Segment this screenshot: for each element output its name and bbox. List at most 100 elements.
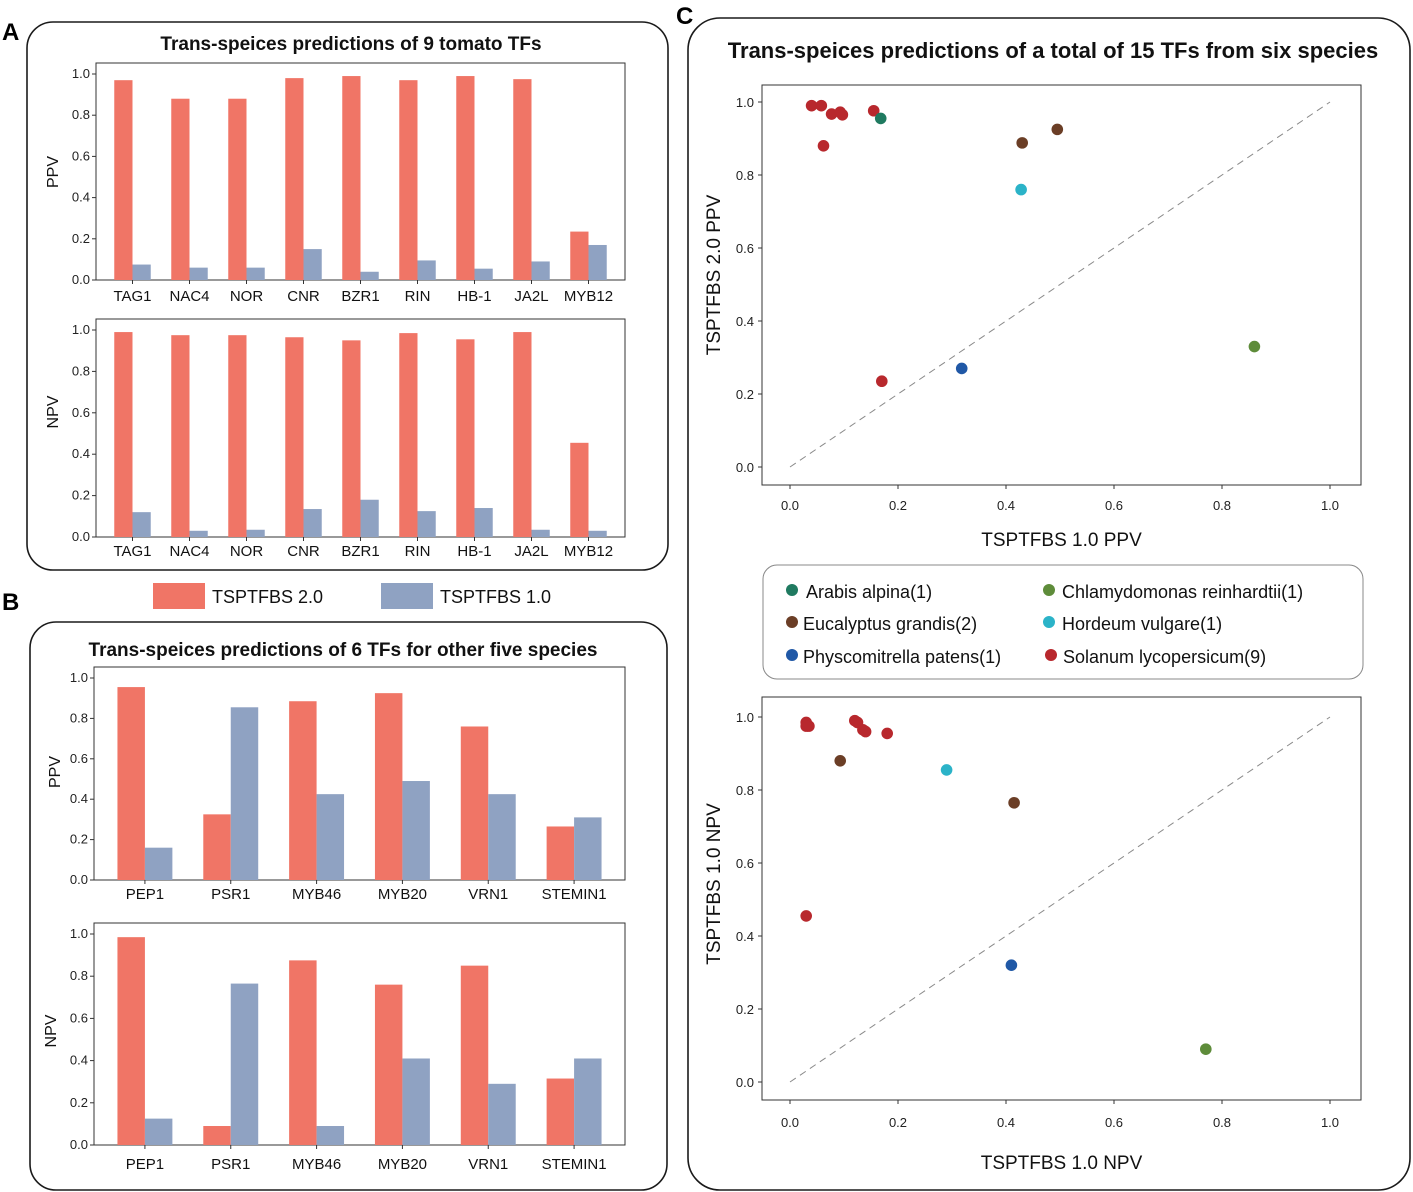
b-ppv-bar-v1 — [402, 781, 430, 880]
a-ppv-ytick-label: 0.6 — [72, 148, 90, 163]
a-ppv-bar-v2 — [171, 98, 190, 280]
c-ppv-xtick-label: 0.0 — [781, 498, 799, 513]
a-ppv-ytick-label: 1.0 — [72, 66, 90, 81]
a-npv-bar-v1 — [417, 511, 436, 537]
panel-a: A Trans-speices predictions of 9 tomato … — [2, 19, 669, 571]
c-npv-plot-frame — [761, 696, 1362, 1101]
b-npv-bar-v1 — [402, 1058, 430, 1145]
b-ppv-ytick-label: 0.6 — [70, 751, 88, 766]
a-ppv-category-label: CNR — [287, 288, 320, 305]
legend-swatch-v1 — [381, 583, 433, 609]
c-ppv-point-solanum — [867, 104, 880, 117]
c-npv-point-chlamydomonas — [1200, 1043, 1212, 1055]
a-ppv-category-label: HB-1 — [457, 288, 491, 305]
c-npv-xtick-label: 0.4 — [997, 1115, 1015, 1130]
a-ppv-bar-v1 — [246, 267, 265, 280]
b-ppv-bar-v2 — [203, 814, 231, 880]
legend-label-v1: TSPTFBS 1.0 — [440, 587, 551, 607]
c-npv-point-solanum — [800, 720, 812, 732]
c-ppv-point-solanum — [825, 108, 838, 120]
legend-label-arabis: Arabis alpina(1) — [806, 582, 932, 602]
c-npv-ylabel: TSPTFBS 1.0 NPV — [704, 803, 725, 965]
c-ppv-ylabel: TSPTFBS 2.0 PPV — [704, 194, 725, 355]
a-ppv-category-label: JA2L — [514, 288, 548, 305]
b-npv-ytick-label: 0.0 — [70, 1137, 88, 1152]
b-npv-category-label: MYB46 — [292, 1156, 341, 1173]
a-npv-category-label: BZR1 — [341, 543, 379, 560]
c-npv-point-eucalyptus — [834, 755, 847, 767]
b-ppv-plot-frame — [93, 666, 626, 881]
panel-a-title: Trans-speices predictions of 9 tomato TF… — [160, 34, 541, 55]
c-ppv-point-solanum — [817, 140, 830, 152]
a-ppv-category-label: BZR1 — [341, 288, 379, 305]
legend-marker-hordeum — [1043, 616, 1055, 628]
c-ppv-point-solanum — [876, 375, 888, 388]
a-npv-bar-v2 — [570, 442, 589, 537]
c-ppv-point-physcomitrella — [955, 362, 968, 375]
a-npv-ytick-label: 0.4 — [72, 446, 90, 461]
a-npv-category-label: MYB12 — [564, 543, 613, 560]
legend-marker-chlamydomonas — [1043, 584, 1055, 596]
b-npv-category-label: STEMIN1 — [542, 1156, 607, 1173]
legend-swatch-v2 — [153, 583, 205, 609]
panel-b-letter: B — [2, 589, 19, 616]
b-npv-bar-v1 — [316, 1126, 345, 1145]
chart-c-npv: 0.0 0.0 0.2 0.2 0.4 0.4 0.6 0.6 0.8 0.8 1.0 1.0 TSPT… — [704, 696, 1362, 1174]
b-npv-bar-v2 — [374, 984, 403, 1145]
a-ppv-category-label: NOR — [230, 288, 264, 305]
a-npv-bar-v1 — [588, 530, 607, 537]
c-npv-point-solanum — [800, 910, 812, 922]
panel-c: C Trans-speices predictions of a total o… — [676, 3, 1411, 1191]
b-ppv-ytick-label: 1.0 — [70, 670, 88, 685]
b-ppv-bar-v1 — [144, 847, 173, 880]
chart-b-ppv: 0.0 0.2 0.4 0.6 0.8 1.0 PPV PEP1 PSR1 MYB46 MYB20 V… — [47, 666, 626, 903]
b-npv-ylabel: NPV — [43, 1014, 60, 1047]
b-ppv-ytick-label: 0.4 — [70, 791, 88, 806]
a-ppv-category-label: MYB12 — [564, 288, 613, 305]
panel-b: B Trans-speices predictions of 6 TFs for… — [2, 589, 668, 1191]
a-ppv-bar-v1 — [189, 267, 208, 280]
b-npv-bar-v2 — [203, 1126, 231, 1145]
legend-marker-arabis — [786, 584, 798, 596]
b-ppv-category-label: MYB20 — [378, 886, 427, 903]
c-npv-ytick-label: 0.0 — [736, 1075, 754, 1090]
b-npv-bar-v1 — [230, 983, 259, 1145]
b-ppv-category-label: VRN1 — [468, 886, 508, 903]
b-ppv-ytick-label: 0.2 — [70, 832, 88, 847]
chart-c-ppv: 0.0 0.0 0.2 0.2 0.4 0.4 0.6 0.6 0.8 0.8 1.0 1.0 TSPT… — [704, 84, 1362, 551]
a-npv-ytick-label: 0.2 — [72, 488, 90, 503]
b-npv-bar-v1 — [574, 1058, 602, 1145]
a-ppv-category-label: NAC4 — [169, 288, 209, 305]
legend-marker-physcomitrella — [786, 649, 798, 661]
legend-label-hordeum: Hordeum vulgare(1) — [1062, 614, 1222, 634]
chart-a-ppv: 0.0 0.2 0.4 0.6 0.8 1.0 PPV TAG1 NAC4 NOR CNR BZR1 R… — [45, 62, 626, 305]
b-ppv-bar-v1 — [230, 707, 259, 880]
a-ppv-bar-v2 — [228, 98, 247, 280]
a-npv-bar-v2 — [342, 340, 361, 537]
b-ppv-bar-v2 — [460, 726, 489, 880]
a-npv-category-label: NAC4 — [169, 543, 209, 560]
c-ppv-xtick-label: 0.8 — [1213, 498, 1231, 513]
b-npv-bar-v1 — [488, 1083, 516, 1145]
c-ppv-ytick-label: 0.2 — [736, 387, 754, 402]
a-npv-bar-v2 — [228, 335, 247, 537]
c-ppv-ytick-label: 0.8 — [736, 168, 754, 183]
a-ppv-ytick-label: 0.4 — [72, 190, 90, 205]
c-npv-ytick-label: 0.4 — [736, 929, 754, 944]
species-legend: Arabis alpina(1) Chlamydomonas reinhardt… — [762, 564, 1364, 680]
b-npv-category-label: VRN1 — [468, 1156, 508, 1173]
c-npv-xlabel: TSPTFBS 1.0 NPV — [981, 1153, 1143, 1174]
b-ppv-bar-v2 — [289, 701, 317, 880]
c-npv-xtick-label: 0.0 — [781, 1115, 799, 1130]
c-ppv-ytick-label: 0.0 — [736, 460, 754, 475]
b-npv-bar-v2 — [460, 965, 489, 1145]
a-npv-bar-v2 — [399, 333, 418, 537]
legend-label-eucalyptus: Eucalyptus grandis(2) — [803, 614, 977, 634]
c-ppv-point-eucalyptus — [1016, 137, 1028, 149]
b-npv-plot-frame — [93, 922, 626, 1146]
chart-a-npv: 0.0 0.2 0.4 0.6 0.8 1.0 NPV TAG1 NAC4 NOR CNR BZR1 R… — [45, 318, 626, 560]
a-npv-ytick-label: 0.0 — [72, 529, 90, 544]
a-npv-bar-v2 — [114, 332, 133, 537]
a-npv-bar-v1 — [189, 530, 208, 537]
c-ppv-point-solanum — [815, 99, 828, 112]
